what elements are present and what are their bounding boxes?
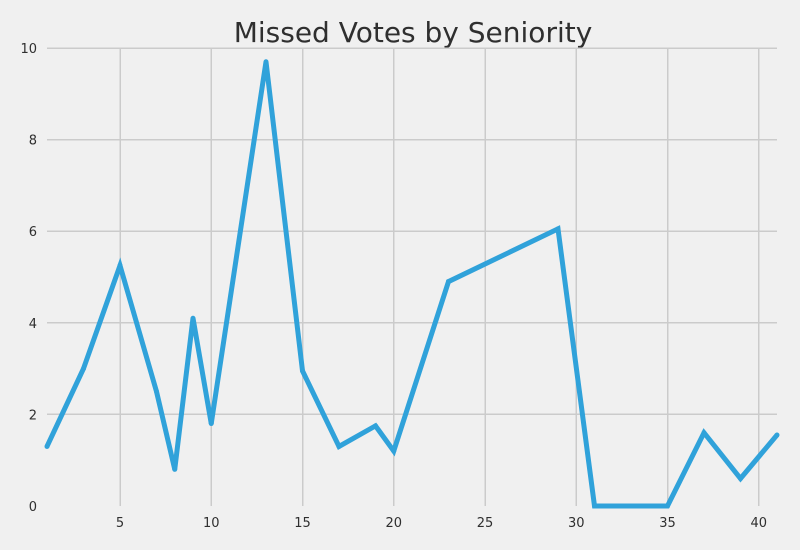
data-point	[154, 389, 159, 394]
data-point	[592, 503, 597, 509]
data-point	[738, 476, 743, 482]
data-point	[446, 279, 451, 285]
x-tick-label: 40	[750, 516, 767, 531]
y-tick-label: 6	[29, 225, 37, 240]
y-tick-label: 10	[20, 42, 37, 57]
data-point	[555, 226, 561, 232]
data-point	[117, 263, 123, 269]
data-point	[190, 315, 196, 321]
y-tick-label: 8	[29, 134, 37, 149]
grid-layer	[47, 47, 777, 506]
tick-layer: 0 2 4 6 8 10 5 10 15 20 25 30 35 40	[20, 42, 767, 531]
x-tick-label: 20	[385, 516, 402, 531]
chart-title: Missed Votes by Seniority	[234, 16, 593, 49]
x-tick-label: 30	[568, 516, 585, 531]
x-tick-label: 5	[116, 516, 124, 531]
x-tick-label: 35	[659, 516, 676, 531]
x-tick-label: 10	[203, 516, 220, 531]
data-point	[774, 432, 780, 438]
data-point	[81, 366, 86, 372]
y-tick-label: 0	[29, 500, 37, 515]
y-tick-label: 4	[29, 317, 37, 332]
series-layer	[44, 59, 780, 509]
data-point	[665, 503, 670, 509]
data-point	[391, 448, 397, 454]
data-point	[263, 59, 269, 65]
data-point	[701, 430, 707, 436]
data-point	[172, 466, 178, 472]
data-point	[300, 368, 305, 374]
data-point	[336, 443, 342, 449]
data-point	[208, 421, 214, 427]
x-tick-label: 15	[294, 516, 311, 531]
x-tick-label: 25	[477, 516, 494, 531]
data-point	[373, 423, 378, 429]
data-point	[44, 443, 50, 449]
y-tick-label: 2	[29, 408, 37, 423]
